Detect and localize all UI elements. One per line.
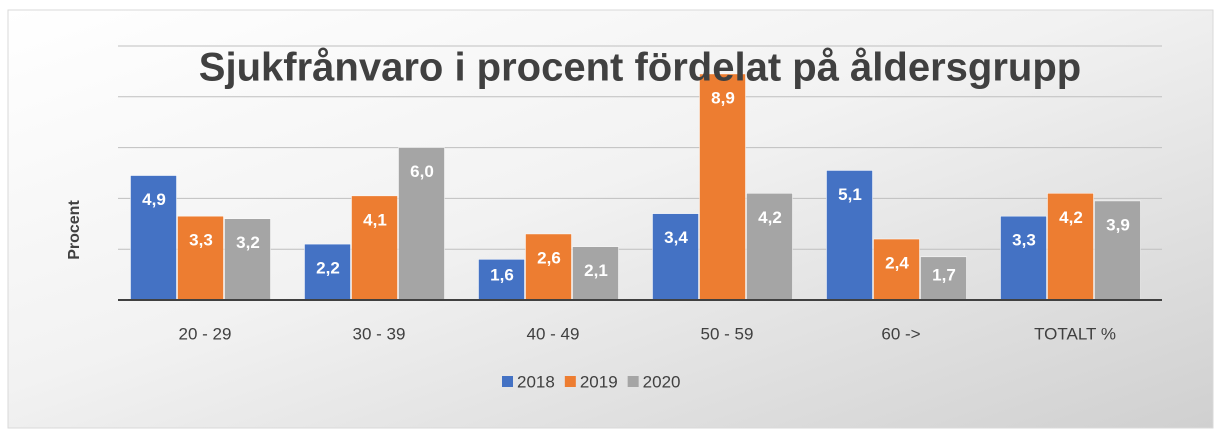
data-label: 4,1: [363, 210, 387, 229]
legend-swatch: [627, 376, 639, 387]
legend-swatch: [502, 376, 513, 387]
bar: [873, 238, 920, 301]
data-label: 2,1: [584, 261, 608, 280]
data-label: 2,2: [316, 259, 340, 278]
legend-swatch: [564, 376, 576, 387]
data-label: 3,4: [664, 228, 688, 247]
bar: [826, 170, 873, 301]
bar: [1094, 200, 1141, 301]
data-label: 4,2: [1059, 208, 1083, 227]
bar: [177, 215, 224, 301]
data-label: 2,4: [885, 254, 909, 273]
bar: [652, 213, 699, 301]
bar: [1047, 193, 1094, 301]
bar: [224, 218, 271, 301]
x-tick-label: 60 ->: [881, 324, 920, 343]
data-label: 1,6: [490, 265, 514, 284]
x-tick-label: 40 - 49: [527, 324, 580, 343]
bar: [398, 147, 445, 301]
data-label: 3,2: [236, 233, 260, 252]
data-label: 8,9: [711, 88, 735, 107]
bar: [746, 193, 793, 301]
bar: [572, 246, 619, 301]
bar: [304, 243, 351, 301]
legend-label: 2018: [517, 372, 555, 391]
bar: [699, 73, 746, 301]
bars: 4,9 3,3 3,2 2,2 4,1 6,0 1,6 2,6 2,1 3,4 8,9 4,2 5,1 2…: [130, 73, 1141, 301]
bar: [525, 233, 572, 301]
legend-label: 2019: [580, 372, 618, 391]
legend-label: 2020: [643, 372, 681, 391]
data-label: 5,1: [838, 185, 862, 204]
x-tick-label: 30 - 39: [353, 324, 406, 343]
data-label: 3,3: [189, 231, 213, 250]
bar: [1000, 215, 1047, 301]
data-label: 4,9: [142, 190, 166, 209]
y-axis-title: Procent: [66, 200, 83, 260]
chart-title: Sjukfrånvaro i procent fördelat på ålder…: [199, 46, 1081, 90]
data-label: 4,2: [758, 208, 782, 227]
data-label: 1,7: [932, 265, 956, 284]
data-label: 3,9: [1106, 215, 1130, 234]
data-label: 2,6: [537, 248, 561, 267]
x-tick-label: 20 - 29: [179, 324, 232, 343]
bar: [351, 195, 398, 301]
bar: [920, 256, 967, 301]
data-label: 3,3: [1012, 231, 1036, 250]
data-label: 6,0: [410, 162, 434, 181]
bar: [130, 175, 177, 301]
x-tick-label: 50 - 59: [701, 324, 754, 343]
x-tick-label: TOTALT %: [1034, 324, 1116, 343]
